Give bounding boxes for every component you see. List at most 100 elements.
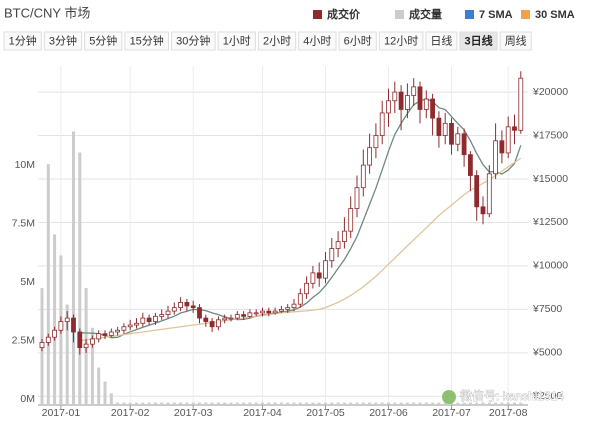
volume-bar xyxy=(135,402,138,405)
volume-bar xyxy=(475,402,479,405)
y-tick-label: ¥5000 xyxy=(532,347,562,359)
volume-bar xyxy=(317,402,321,405)
volume-bar xyxy=(324,402,327,405)
candle-body xyxy=(297,293,303,305)
candle-body xyxy=(341,230,347,242)
timeframe-button[interactable]: 4小时 xyxy=(298,31,337,51)
candle-body xyxy=(474,175,480,208)
candle-body xyxy=(140,317,146,324)
candle-body xyxy=(152,315,158,322)
candle-body xyxy=(272,310,278,314)
button-label: 3分钟 xyxy=(49,33,77,47)
candle-body xyxy=(417,86,423,110)
volume-bar xyxy=(443,402,447,405)
x-tick-label: 2017-04 xyxy=(243,407,282,419)
button-label: 15分钟 xyxy=(130,33,164,47)
legend-item: 7 SMA xyxy=(465,9,513,21)
volume-bar xyxy=(166,402,170,405)
button-label: 周线 xyxy=(505,33,527,47)
button-bg xyxy=(425,31,458,51)
volume-bar xyxy=(273,402,277,405)
button-bg xyxy=(43,31,83,51)
volume-bar xyxy=(109,393,113,405)
timeframe-button[interactable]: 5分钟 xyxy=(84,31,123,51)
candle-body xyxy=(228,317,234,320)
x-tick-label: 2017-08 xyxy=(489,407,528,419)
candle-body xyxy=(127,324,133,328)
button-bg xyxy=(171,31,216,51)
volume-bar xyxy=(399,402,403,405)
volume-bar xyxy=(242,402,246,405)
button-label: 5分钟 xyxy=(89,33,117,47)
timeframe-button[interactable]: 15分钟 xyxy=(124,31,169,51)
button-label: 4小时 xyxy=(303,34,331,47)
candle-body xyxy=(197,307,202,319)
button-label: 1分钟 xyxy=(9,33,37,47)
timeframe-button[interactable]: 30分钟 xyxy=(171,31,216,51)
x-tick-label: 2017-03 xyxy=(174,407,213,419)
volume-bar xyxy=(468,402,472,405)
candle-body xyxy=(77,331,83,349)
timeframe-button[interactable]: 周线 xyxy=(499,31,532,51)
volume-bar xyxy=(122,402,126,405)
volume-bar xyxy=(261,402,264,405)
candle-body xyxy=(436,117,442,136)
volume-bar xyxy=(450,402,453,405)
timeframe-button[interactable]: 日线 xyxy=(425,31,458,51)
volume-bar xyxy=(279,402,283,405)
button-bg xyxy=(459,31,498,51)
watermark-icon xyxy=(442,390,456,404)
timeframe-button[interactable]: 3分钟 xyxy=(43,31,83,51)
button-bg xyxy=(84,31,123,51)
volume-bar xyxy=(160,402,164,405)
candle-body xyxy=(505,126,511,154)
volume-bar xyxy=(267,402,271,405)
volume-bar xyxy=(368,402,372,405)
volume-bar xyxy=(481,402,485,405)
volume-bar xyxy=(229,402,233,405)
volume-bar xyxy=(216,402,220,405)
watermark: 微信号: kanshi1314 xyxy=(442,389,565,404)
candle-body xyxy=(373,135,379,149)
legend-swatch xyxy=(521,10,530,19)
x-tick-label: 2017-01 xyxy=(42,407,81,419)
candle-body xyxy=(493,140,499,175)
candle-body xyxy=(90,338,95,345)
candle-body xyxy=(171,307,177,312)
x-tick-label: 2017-06 xyxy=(369,407,408,419)
candle-body xyxy=(45,336,51,343)
volume-bar xyxy=(311,402,315,405)
timeframe-button[interactable]: 1小时 xyxy=(217,31,256,51)
candle-body xyxy=(449,122,454,145)
candle-body xyxy=(316,272,322,279)
timeframe-button[interactable]: 2小时 xyxy=(257,31,297,51)
volume-bar xyxy=(431,402,435,405)
volume-bar xyxy=(349,402,353,405)
x-tick-label: 2017-02 xyxy=(111,407,150,419)
legend-item: 成交量 xyxy=(395,7,442,21)
timeframe-button[interactable]: 6小时 xyxy=(338,31,377,51)
candle-body xyxy=(304,282,310,295)
timeframe-button[interactable]: 12小时 xyxy=(378,31,424,51)
y-tick-label: ¥12500 xyxy=(532,216,568,228)
volume-bar xyxy=(254,402,258,405)
candle-body xyxy=(442,122,448,136)
button-label: 1小时 xyxy=(223,34,251,47)
y2-tick-label: 7.5M xyxy=(12,217,35,229)
candle-body xyxy=(455,133,461,145)
button-label: 2小时 xyxy=(263,34,291,47)
y-tick-label: ¥15000 xyxy=(532,173,568,185)
timeframe-button[interactable]: 1分钟 xyxy=(3,31,42,51)
candle-body xyxy=(512,126,517,131)
volume-bar xyxy=(361,402,365,405)
volume-bar xyxy=(46,164,50,405)
volume-bar xyxy=(393,402,397,405)
volume-bar xyxy=(153,402,157,405)
legend-label: 7 SMA xyxy=(479,9,513,21)
timeframe-button[interactable]: 3日线 xyxy=(459,31,498,51)
watermark-text: 微信号: kanshi1314 xyxy=(460,389,564,403)
y2-tick-label: 0M xyxy=(20,393,35,405)
candle-body xyxy=(404,95,410,110)
